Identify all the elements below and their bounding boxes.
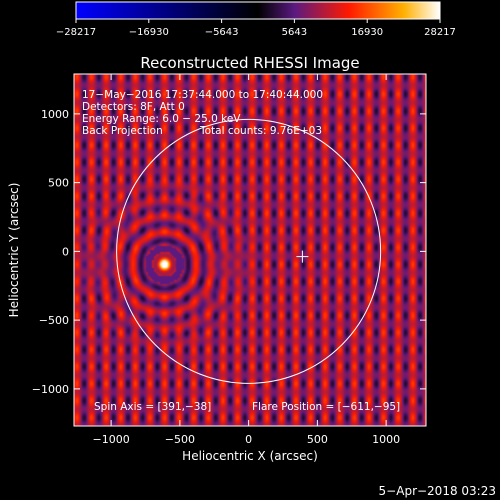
y-tick-label: −500: [39, 314, 69, 327]
x-tick-label: 1000: [372, 433, 400, 446]
colorbar-tick-label: 16930: [351, 27, 383, 38]
colorbar-tick-label: 28217: [424, 27, 456, 38]
info-line-time: 17−May−2016 17:37:44.000 to 17:40:44.000: [82, 89, 323, 101]
heatmap-image: [74, 74, 426, 426]
info-block: 17−May−2016 17:37:44.000 to 17:40:44.000…: [82, 89, 400, 413]
solar-limb-circle: [116, 118, 382, 384]
axis-ticks: −1000 −500 0 500 1000 −1000 −500 0 500 1000: [32, 74, 426, 446]
flare-position-label: Flare Position = [−611,−95]: [252, 401, 400, 413]
y-axis-label: Heliocentric Y (arcsec): [7, 183, 21, 318]
x-tick-label: −1000: [93, 433, 130, 446]
plot-area: −1000 −500 0 500 1000 −1000 −500 0 500 1000: [32, 73, 427, 446]
colorbar-tick-label: 5643: [282, 27, 307, 38]
info-line-method: Back Projection: [82, 125, 163, 137]
colorbar: −28217 −16930 −5643 5643 16930 28217: [56, 1, 456, 38]
info-total-counts: Total counts: 9.76E+03: [199, 125, 322, 137]
spin-axis-cross: [296, 250, 309, 263]
y-tick-label: −1000: [32, 383, 69, 396]
colorbar-tick-label: −5643: [205, 27, 239, 38]
colorbar-ticks: −28217 −16930 −5643 5643 16930 28217: [56, 19, 456, 38]
x-axis-label: Heliocentric X (arcsec): [182, 449, 318, 463]
colorbar-tick-label: −28217: [56, 27, 96, 38]
info-line-energy: Energy Range: 6.0 − 25.0 keV: [82, 113, 241, 125]
footer-timestamp: 5−Apr−2018 03:23: [379, 484, 496, 498]
colorbar-gradient: [75, 1, 441, 20]
x-tick-label: −500: [165, 433, 195, 446]
y-tick-label: 500: [48, 177, 69, 190]
chart-title: Reconstructed RHESSI Image: [140, 54, 359, 72]
x-tick-label: 500: [307, 433, 328, 446]
colorbar-tick-label: −16930: [129, 27, 169, 38]
y-tick-label: 0: [62, 245, 69, 258]
plot-frame: [73, 73, 427, 427]
x-tick-label: 0: [245, 433, 252, 446]
spin-axis-label: Spin Axis = [391,−38]: [94, 401, 211, 413]
info-line-detectors: Detectors: 8F, Att 0: [82, 101, 185, 113]
y-tick-label: 1000: [41, 108, 69, 121]
